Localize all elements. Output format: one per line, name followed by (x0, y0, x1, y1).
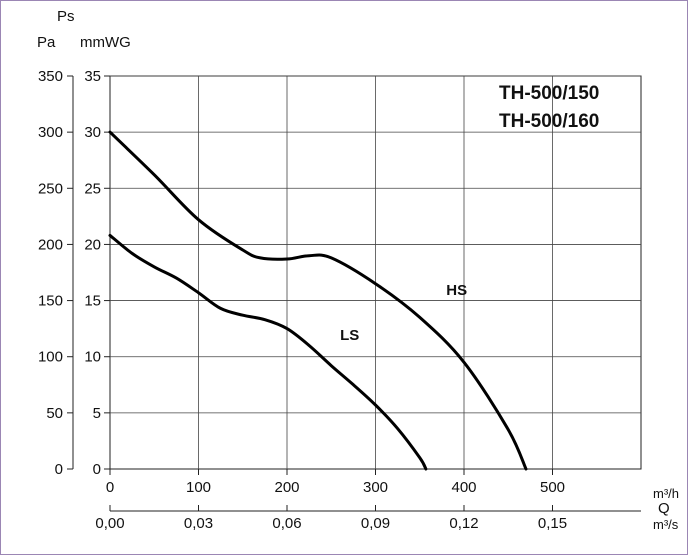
y-tick-label-pa: 0 (55, 461, 63, 478)
series-line-hs (108, 130, 528, 471)
model-title-2: TH-500/160 (499, 111, 599, 132)
x-tick-label-m3s: 0,00 (95, 515, 124, 532)
y-tick-label-pa: 250 (38, 180, 63, 197)
y-tick-label-pa: 300 (38, 124, 63, 141)
grid (109, 75, 642, 470)
series-layer (108, 130, 528, 471)
y-tick-label-mmwg: 30 (84, 124, 101, 141)
x-tick-label-m3s: 0,09 (361, 515, 390, 532)
x-tick-label-m3s: 0,12 (449, 515, 478, 532)
y-tick-label-pa: 350 (38, 68, 63, 85)
x-tick-label-m3h: 400 (451, 479, 476, 496)
model-title-1: TH-500/150 (499, 83, 599, 104)
y-tick-label-mmwg: 20 (84, 236, 101, 253)
x-unit-m3h: m³/h (653, 486, 679, 501)
y-tick-label-pa: 150 (38, 293, 63, 310)
y-label-ps: Ps (57, 8, 75, 25)
x-tick-label-m3h: 500 (540, 479, 565, 496)
series-label-hs: HS (446, 282, 467, 299)
x-tick-label-m3h: 300 (363, 479, 388, 496)
labels: 00,001000,032000,063000,094000,125000,15… (38, 68, 567, 532)
x-tick-label-m3h: 0 (106, 479, 114, 496)
x-tick-label-m3h: 100 (186, 479, 211, 496)
x-tick-label-m3s: 0,15 (538, 515, 567, 532)
x-label-q: Q (658, 500, 670, 517)
y-tick-label-mmwg: 10 (84, 349, 101, 366)
series-line-ls (108, 233, 428, 471)
y-tick-label-pa: 100 (38, 349, 63, 366)
y-tick-label-pa: 50 (46, 405, 63, 422)
axes (67, 75, 641, 512)
y-tick-label-mmwg: 15 (84, 293, 101, 310)
y-label-pa: Pa (37, 34, 56, 51)
y-tick-label-mmwg: 35 (84, 68, 101, 85)
x-unit-m3s: m³/s (653, 517, 679, 532)
y-tick-label-mmwg: 25 (84, 180, 101, 197)
y-tick-label-mmwg: 5 (93, 405, 101, 422)
y-tick-label-mmwg: 0 (93, 461, 101, 478)
series-label-ls: LS (340, 327, 359, 344)
x-tick-label-m3s: 0,03 (184, 515, 213, 532)
y-label-mmwg: mmWG (80, 34, 131, 51)
x-tick-label-m3h: 200 (274, 479, 299, 496)
x-tick-label-m3s: 0,06 (272, 515, 301, 532)
y-tick-label-pa: 200 (38, 236, 63, 253)
